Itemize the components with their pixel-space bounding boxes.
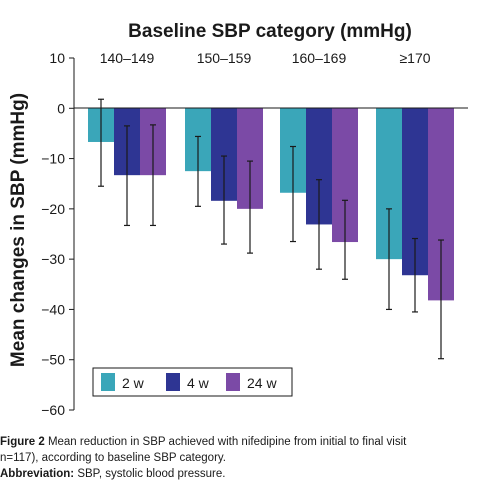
figure-text: Mean reduction in SBP achieved with nife…: [47, 436, 407, 448]
category-labels: 140–149 150–159 160–169 ≥170: [100, 50, 431, 66]
abbreviation-label: Abbreviation:: [0, 468, 75, 480]
legend-box: [92, 367, 293, 397]
y-tick-label: −50: [41, 352, 65, 368]
category-label: 140–149: [100, 50, 155, 66]
bar-chart: Baseline SBP category (mmHg) Mean change…: [8, 21, 468, 418]
y-tick-label: −30: [41, 251, 65, 267]
y-axis-ticks: 10 0 −10 −20 −30 −40 −50 −60: [41, 50, 74, 418]
y-tick-label: 0: [57, 100, 65, 116]
y-tick-label: −60: [41, 402, 65, 418]
error-bars: [98, 98, 444, 360]
figure-label: Figure 2: [0, 436, 45, 448]
y-tick-label: −20: [41, 201, 65, 217]
legend-label: 24 w: [247, 375, 277, 391]
figure-caption: Figure 2 Mean reduction in SBP achieved …: [0, 434, 484, 482]
y-tick-label: −10: [41, 151, 65, 167]
chart-title: Baseline SBP category (mmHg): [128, 21, 412, 42]
y-axis-label: Mean changes in SBP (mmHg): [8, 93, 29, 367]
y-tick-label: −40: [41, 301, 65, 317]
abbreviation-text: SBP, systolic blood pressure.: [77, 468, 226, 480]
category-label: 160–169: [292, 50, 347, 66]
y-tick-label: 10: [49, 50, 65, 66]
caption-line-1: Figure 2 Mean reduction in SBP achieved …: [0, 434, 484, 450]
legend-swatch: [226, 373, 240, 391]
legend-swatch: [101, 373, 115, 391]
legend-label: 2 w: [122, 375, 145, 391]
category-label: 150–159: [197, 50, 252, 66]
bars: [88, 108, 454, 301]
legend: 2 w 4 w 24 w: [92, 367, 293, 397]
legend-label: 4 w: [187, 375, 210, 391]
category-label: ≥170: [399, 50, 430, 66]
caption-line-3: Abbreviation: SBP, systolic blood pressu…: [0, 466, 484, 482]
legend-swatch: [166, 373, 180, 391]
caption-line-2: n=117), according to baseline SBP catego…: [0, 452, 226, 464]
